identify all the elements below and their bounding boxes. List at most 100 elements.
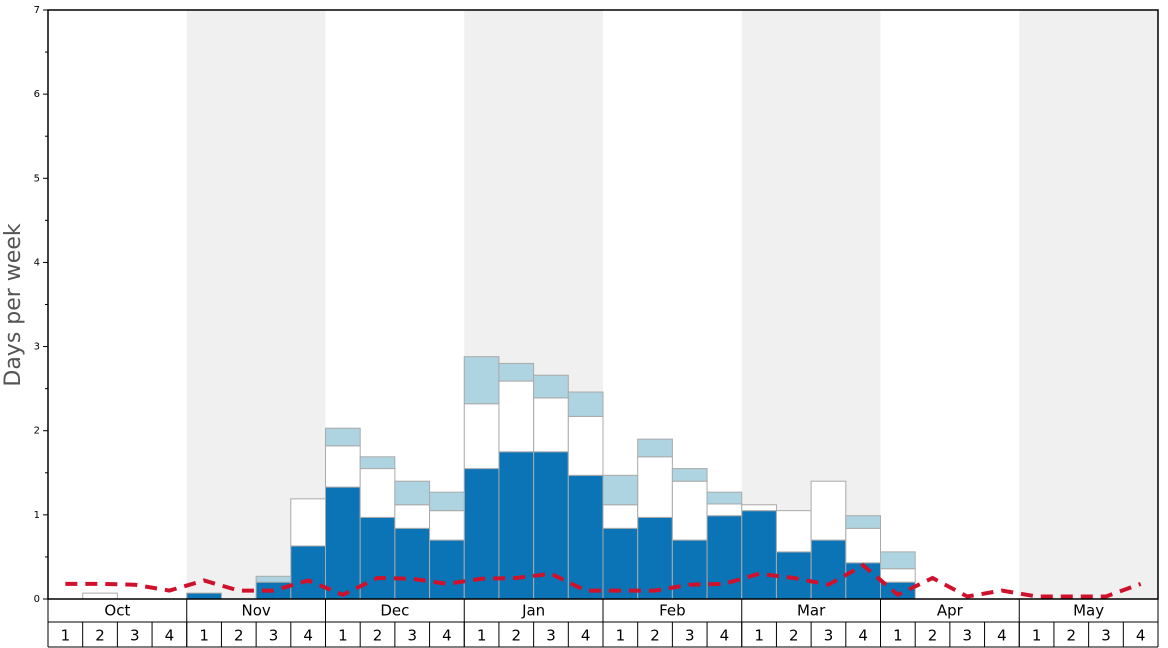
week-label: 3 [962,627,972,645]
bar-segment [359,516,396,600]
y-tick-label: 7 [34,5,40,16]
y-axis-label: Days per week [1,223,26,386]
bar-segment [706,515,743,600]
bar-segment [394,527,431,600]
week-label: 4 [442,627,452,645]
week-label: 4 [303,627,313,645]
week-label: 1 [477,627,487,645]
week-label: 1 [1032,627,1042,645]
bar-segment [394,480,431,506]
week-label: 1 [61,627,71,645]
week-label: 2 [789,627,799,645]
bar-segment [741,510,777,600]
bar-segment [325,445,361,488]
week-label: 4 [858,627,868,645]
month-label: Dec [380,602,409,620]
week-label: 4 [581,627,591,645]
bar-segment [429,539,465,600]
bar-segment [637,438,673,458]
bar-segment [429,510,465,541]
week-label: 2 [234,627,244,645]
week-label: 1 [754,627,764,645]
bar-segment [810,539,847,600]
bar-segment [325,427,361,447]
week-label: 3 [1101,627,1111,645]
bar-segment [567,391,604,417]
week-label: 3 [824,627,834,645]
month-label: Oct [104,602,130,620]
week-label: 2 [928,627,938,645]
week-label: 3 [407,627,417,645]
y-tick-label: 6 [34,89,40,100]
bar-segment [394,504,431,529]
bar-segment [463,356,500,405]
bar-segment [567,474,604,600]
bar-segment [671,539,708,600]
week-label: 1 [338,627,348,645]
week-label: 2 [95,627,105,645]
week-label: 4 [997,627,1007,645]
bar-segment [637,456,673,518]
bar-segment [82,592,118,600]
bar-segment [498,380,535,453]
dashed-line [65,562,1142,599]
bar-segment [741,504,777,512]
week-label: 1 [893,627,903,645]
y-tick-label: 5 [34,173,40,184]
month-label: Jan [521,602,545,620]
month-label: Feb [659,602,686,620]
bar-segment [567,415,604,476]
bar-segment [255,575,292,583]
bar-segment [186,592,222,600]
week-label: 4 [1136,627,1146,645]
bar-segment [429,491,465,512]
bar-segment [463,403,500,470]
week-label: 2 [512,627,522,645]
month-shade [1019,10,1158,599]
bar-segment [359,468,396,518]
month-label: Apr [937,602,964,620]
week-label: 3 [546,627,556,645]
bar-segment [706,491,743,505]
bar-segment [602,527,639,600]
bar-segment [845,562,881,600]
bar-segment [359,456,396,470]
bar-segment [706,503,743,517]
bar-segment [533,397,569,453]
bar-segment [498,362,535,382]
bar-segment [290,498,326,547]
week-label: 3 [130,627,140,645]
month-label: May [1073,602,1104,620]
month-label: Mar [797,602,826,620]
week-label: 4 [720,627,730,645]
bar-segment [290,545,326,600]
month-label: Nov [241,602,270,620]
bar-segment [671,468,708,482]
bar-segment [845,527,881,564]
week-label: 3 [269,627,279,645]
bar-segment [845,515,881,529]
bar-segment [533,374,569,399]
bar-segment [637,516,673,600]
y-tick-label: 2 [34,426,40,437]
y-tick-label: 4 [34,257,40,268]
y-tick-label: 1 [34,510,40,521]
bar-segment [775,551,812,600]
bar-segment [810,480,847,541]
week-label: 4 [165,627,175,645]
week-label: 1 [199,627,209,645]
bar-segment [775,510,812,553]
y-tick-label: 0 [34,594,40,605]
bar-segment [880,551,916,570]
week-label: 3 [685,627,695,645]
bar-segment [602,504,639,529]
week-label: 2 [650,627,660,645]
bar-segment [671,480,708,541]
bar-segment [602,474,639,506]
week-label: 2 [373,627,383,645]
week-label: 1 [616,627,626,645]
y-tick-label: 3 [34,342,40,353]
bar-segment [325,486,361,600]
bar-segment [880,568,916,583]
